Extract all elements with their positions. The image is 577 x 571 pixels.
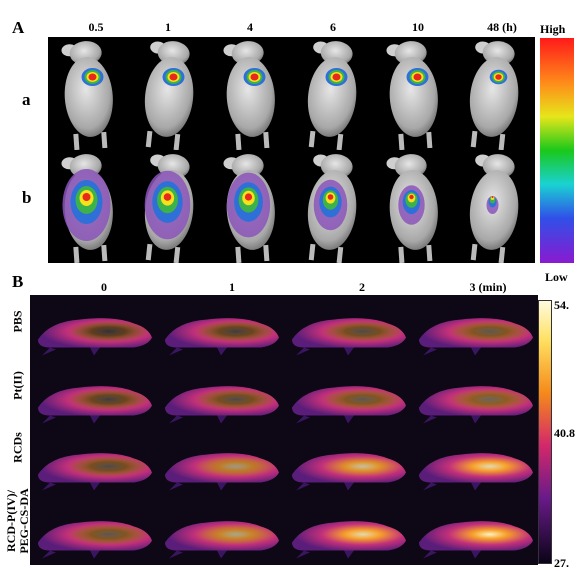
thermal-mouse-image <box>38 453 152 491</box>
panel-b-row-label-rcdp: RCD-P(IV)/ PEG-CS-DA <box>4 488 31 554</box>
panel-b-time-label: 0 <box>101 280 107 294</box>
panel-b-time-label: 1 <box>229 280 235 294</box>
thermal-mouse-image <box>38 386 152 424</box>
thermal-mouse-image <box>38 521 152 559</box>
tumor-fluorescence-signal <box>406 68 429 86</box>
body-fluorescence-signal <box>486 196 499 214</box>
thermal-mouse-image <box>38 318 152 356</box>
panel-a-time-label: 10 <box>412 20 424 34</box>
mouse-image <box>386 154 438 263</box>
panel-a-time-label: 1 <box>165 20 171 34</box>
thermal-mouse-image <box>165 453 279 491</box>
mouse-image <box>144 41 194 150</box>
panel-a-time-label: 6 <box>330 20 336 34</box>
thermal-colorbar <box>538 300 552 564</box>
panel-a-time-label: 4 <box>247 20 253 34</box>
body-fluorescence-signal <box>313 179 348 231</box>
thermal-mouse-image <box>419 386 533 424</box>
mouse-image <box>469 154 519 263</box>
body-fluorescence-signal <box>144 170 191 240</box>
colorbar-low-label: Low <box>545 270 568 284</box>
thermal-mouse-image <box>292 521 406 559</box>
mouse-image <box>61 41 113 150</box>
fluorescence-imaging-panel <box>48 37 535 263</box>
body-fluorescence-signal <box>398 185 425 225</box>
mouse-image <box>307 154 357 263</box>
mouse-image <box>223 41 275 150</box>
panel-b-time-label: 2 <box>359 280 365 294</box>
thermal-mouse-image <box>165 386 279 424</box>
mouse-image <box>307 41 357 150</box>
tumor-fluorescence-signal <box>162 68 185 86</box>
mouse-image <box>61 154 113 263</box>
fluorescence-colorbar <box>540 38 574 263</box>
body-fluorescence-signal <box>226 172 271 238</box>
thermal-min-label: 27. <box>554 556 569 570</box>
thermal-mid-label: 40.8 <box>554 426 575 440</box>
thermal-mouse-image <box>165 318 279 356</box>
tumor-fluorescence-signal <box>81 68 104 86</box>
panel-a-row-label-b: b <box>22 188 32 207</box>
thermal-mouse-image <box>419 318 533 356</box>
thermal-mouse-image <box>419 521 533 559</box>
panel-b-row-label-rcds: RCDs <box>10 432 25 463</box>
tumor-fluorescence-signal <box>489 69 508 85</box>
body-fluorescence-signal <box>62 169 111 241</box>
thermal-max-label: 54. <box>554 298 569 312</box>
thermal-mouse-image <box>419 453 533 491</box>
panel-a-time-label: 0.5 <box>88 20 104 34</box>
panel-a-letter: A <box>12 18 25 37</box>
mouse-image <box>386 41 438 150</box>
panel-b-row-label-pt: Pt(II) <box>10 371 25 400</box>
thermal-mouse-image <box>292 453 406 491</box>
mouse-image <box>469 41 519 150</box>
mouse-image <box>223 154 275 263</box>
colorbar-high-label: High <box>540 22 566 36</box>
panel-b-letter: B <box>12 272 24 291</box>
mouse-image <box>144 154 194 263</box>
tumor-fluorescence-signal <box>243 68 266 86</box>
panel-a-time-label: 48 (h) <box>487 20 517 34</box>
thermal-mouse-image <box>292 386 406 424</box>
thermal-imaging-panel <box>30 295 538 565</box>
panel-b-time-label: 3 (min) <box>469 280 507 294</box>
panel-b-row-label-pbs: PBS <box>10 310 25 333</box>
tumor-fluorescence-signal <box>325 68 348 86</box>
thermal-mouse-image <box>292 318 406 356</box>
panel-a-row-label-a: a <box>22 90 31 109</box>
thermal-mouse-image <box>165 521 279 559</box>
